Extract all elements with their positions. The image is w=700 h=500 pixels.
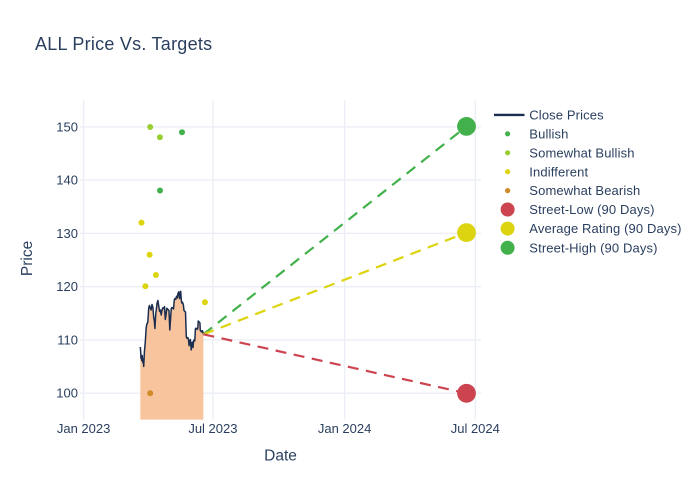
svg-text:Jul 2023: Jul 2023	[188, 421, 237, 436]
svg-text:Jan 2023: Jan 2023	[57, 421, 111, 436]
svg-text:Average Rating (90 Days): Average Rating (90 Days)	[529, 221, 681, 236]
svg-text:Somewhat Bearish: Somewhat Bearish	[529, 183, 640, 198]
svg-text:110: 110	[57, 332, 78, 347]
svg-text:Jul 2024: Jul 2024	[451, 421, 500, 436]
svg-text:Street-High (90 Days): Street-High (90 Days)	[529, 240, 657, 255]
svg-text:ALL Price Vs. Targets: ALL Price Vs. Targets	[35, 34, 212, 54]
svg-text:Jan 2024: Jan 2024	[318, 421, 372, 436]
svg-text:Bullish: Bullish	[529, 126, 568, 141]
svg-text:Indifferent: Indifferent	[529, 164, 588, 179]
svg-text:Price: Price	[19, 241, 36, 276]
svg-text:150: 150	[56, 119, 78, 134]
svg-text:100: 100	[56, 386, 78, 401]
svg-text:Somewhat Bullish: Somewhat Bullish	[529, 145, 634, 160]
svg-text:Date: Date	[264, 448, 297, 465]
svg-text:140: 140	[56, 173, 78, 188]
svg-text:130: 130	[56, 226, 78, 241]
svg-text:Close Prices: Close Prices	[529, 108, 604, 123]
svg-text:120: 120	[56, 279, 78, 294]
svg-text:Street-Low (90 Days): Street-Low (90 Days)	[529, 202, 654, 217]
